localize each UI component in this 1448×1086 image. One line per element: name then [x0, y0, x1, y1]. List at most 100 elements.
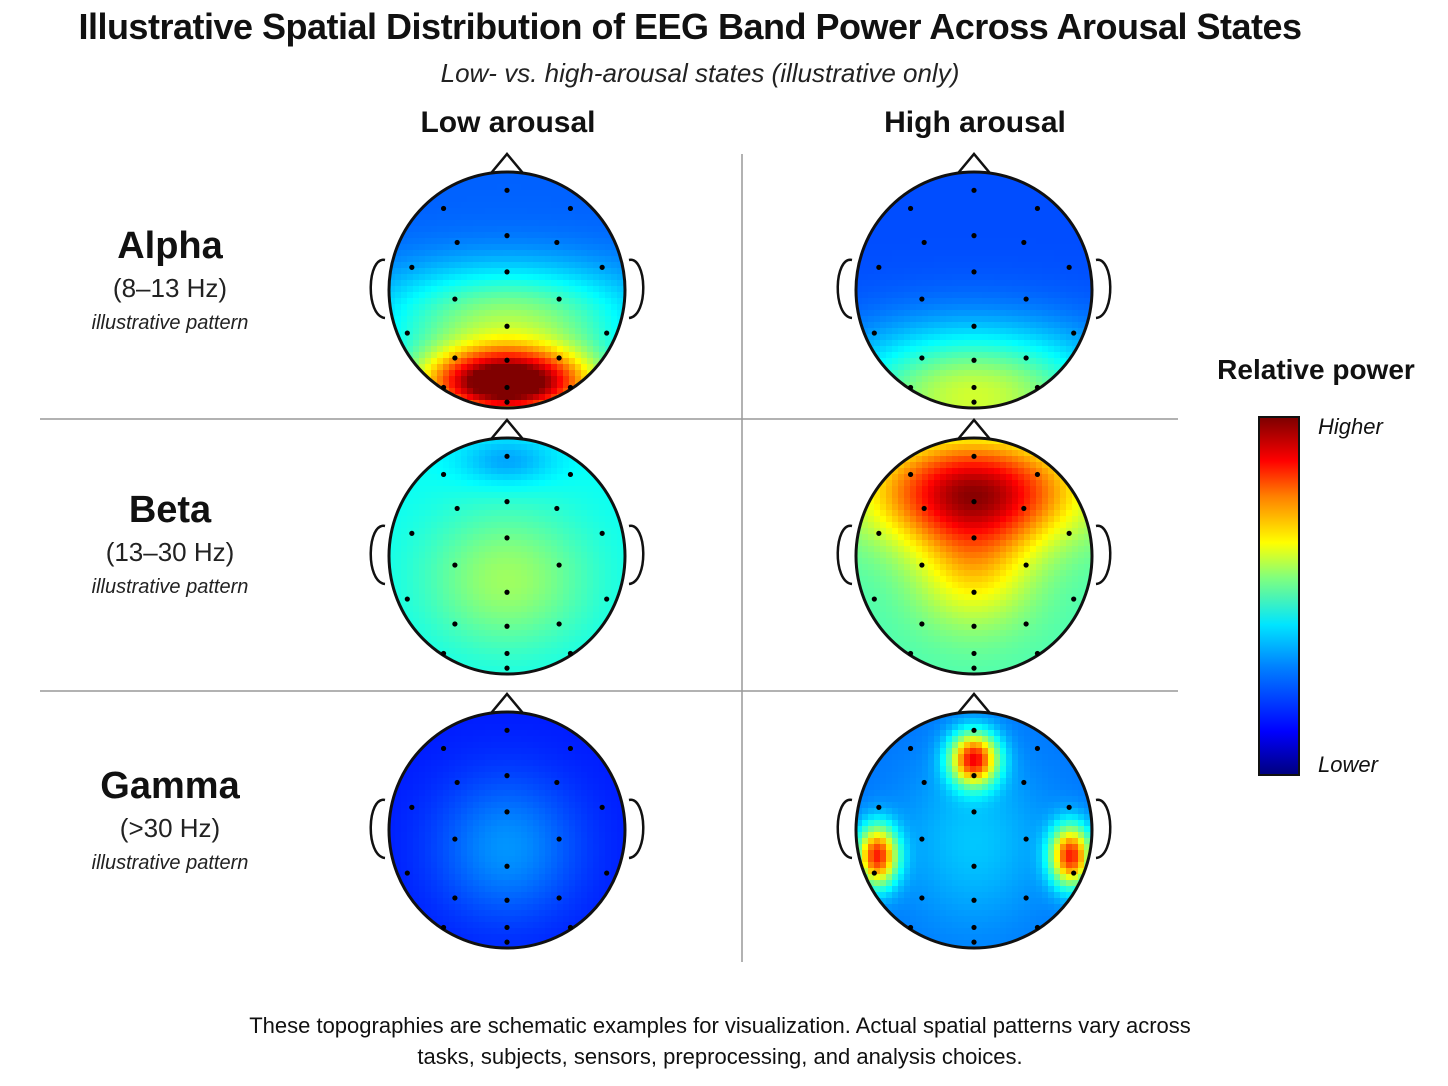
electrode-dot — [907, 650, 914, 657]
electrode-dot — [1034, 384, 1041, 391]
electrode-dot — [971, 323, 977, 329]
electrode-dot — [971, 453, 977, 459]
electrode-dot — [404, 330, 410, 336]
electrode-dot — [504, 897, 510, 903]
electrode-dot — [567, 205, 574, 212]
electrode-dot — [876, 264, 882, 270]
topo-map-alpha-low — [369, 152, 645, 410]
legend-title: Relative power — [1217, 354, 1415, 385]
band-note: illustrative pattern — [91, 576, 249, 598]
topo-map-beta-low — [369, 418, 645, 676]
heatmap-cells — [389, 172, 625, 408]
electrode-dot — [504, 499, 510, 505]
electrode-dot — [1034, 471, 1041, 478]
right-ear-shape — [1095, 798, 1112, 860]
electrode-dot — [907, 471, 914, 478]
electrode-dot — [567, 745, 574, 752]
electrode-dot — [1023, 296, 1029, 302]
band-name: Gamma — [100, 765, 240, 807]
electrode-dot — [971, 499, 977, 505]
electrode-dot — [454, 779, 460, 786]
electrode-dot — [971, 773, 977, 779]
electrode-dot — [404, 870, 410, 876]
row-label-alpha: Alpha (8–13 Hz) illustrative pattern — [40, 224, 300, 338]
footnote-line-1: These topographies are schematic example… — [249, 1013, 1191, 1038]
electrode-dot — [1066, 264, 1072, 270]
electrode-dot — [1021, 239, 1027, 246]
electrode-dot — [907, 924, 914, 931]
electrode-dot — [971, 187, 977, 193]
electrode-dot — [454, 505, 460, 512]
band-range: (8–13 Hz) — [112, 273, 228, 303]
right-ear-shape — [628, 258, 645, 320]
electrode-dot — [504, 269, 510, 275]
electrode-dot — [919, 836, 925, 842]
heatmap-cells — [856, 712, 1092, 948]
electrode-dot — [452, 895, 458, 901]
electrode-dot — [567, 650, 574, 657]
electrode-dot — [919, 355, 925, 361]
electrode-dot — [971, 863, 977, 869]
electrode-dot — [567, 471, 574, 478]
electrode-dot — [1071, 596, 1077, 602]
right-ear-shape — [628, 798, 645, 860]
electrode-dot — [567, 924, 574, 931]
electrode-dot — [504, 924, 510, 931]
electrode-dot — [971, 399, 977, 405]
heatmap-cells — [389, 438, 625, 674]
column-header-low: Low arousal — [420, 106, 596, 139]
head-outline — [387, 436, 627, 676]
left-ear-shape — [369, 258, 386, 320]
electrode-dot — [504, 650, 510, 657]
electrode-dot — [504, 357, 510, 363]
band-name: Beta — [128, 489, 212, 531]
topo-map-gamma-high — [836, 692, 1112, 950]
electrode-dot — [907, 745, 914, 752]
electrode-dot — [504, 623, 510, 629]
electrode-dot — [1034, 745, 1041, 752]
electrode-dot — [604, 330, 610, 336]
electrode-dot — [971, 384, 977, 391]
electrode-dot — [440, 745, 447, 752]
electrode-dot — [504, 809, 510, 815]
electrode-dot — [1023, 895, 1029, 901]
electrode-dot — [452, 621, 458, 627]
electrode-dot — [971, 665, 977, 671]
electrode-dot — [1071, 330, 1077, 336]
right-ear-shape — [1095, 524, 1112, 586]
electrode-dot — [556, 621, 562, 627]
heatmap-cells — [389, 712, 625, 948]
electrode-dot — [504, 589, 510, 595]
electrode-dot — [971, 233, 977, 239]
electrode-dot — [599, 530, 605, 536]
electrode-dot — [440, 471, 447, 478]
electrode-dot — [1034, 650, 1041, 657]
electrode-dot — [440, 924, 447, 931]
right-ear-shape — [628, 524, 645, 586]
electrode-dot — [1021, 779, 1027, 786]
electrode-dot — [907, 205, 914, 212]
electrode-dot — [871, 870, 877, 876]
electrode-dot — [1034, 205, 1041, 212]
topo-map-beta-high — [836, 418, 1112, 676]
electrode-dot — [971, 535, 977, 541]
topo-map-gamma-low — [369, 692, 645, 950]
electrode-dot — [599, 804, 605, 810]
electrode-dot — [504, 773, 510, 779]
electrode-dot — [440, 384, 447, 391]
band-name: Alpha — [117, 225, 223, 267]
electrode-dot — [921, 779, 927, 786]
electrode-dot — [504, 323, 510, 329]
head-outline — [387, 170, 627, 410]
electrode-dot — [907, 384, 914, 391]
electrode-dot — [604, 870, 610, 876]
electrode-dot — [599, 264, 605, 270]
electrode-dot — [504, 384, 510, 391]
electrode-dot — [971, 357, 977, 363]
electrode-dot — [452, 355, 458, 361]
colorbar-high-label: Higher — [1318, 414, 1383, 439]
band-note: illustrative pattern — [91, 312, 249, 334]
electrode-dot — [556, 895, 562, 901]
electrode-dot — [504, 727, 510, 733]
electrode-dot — [452, 836, 458, 842]
